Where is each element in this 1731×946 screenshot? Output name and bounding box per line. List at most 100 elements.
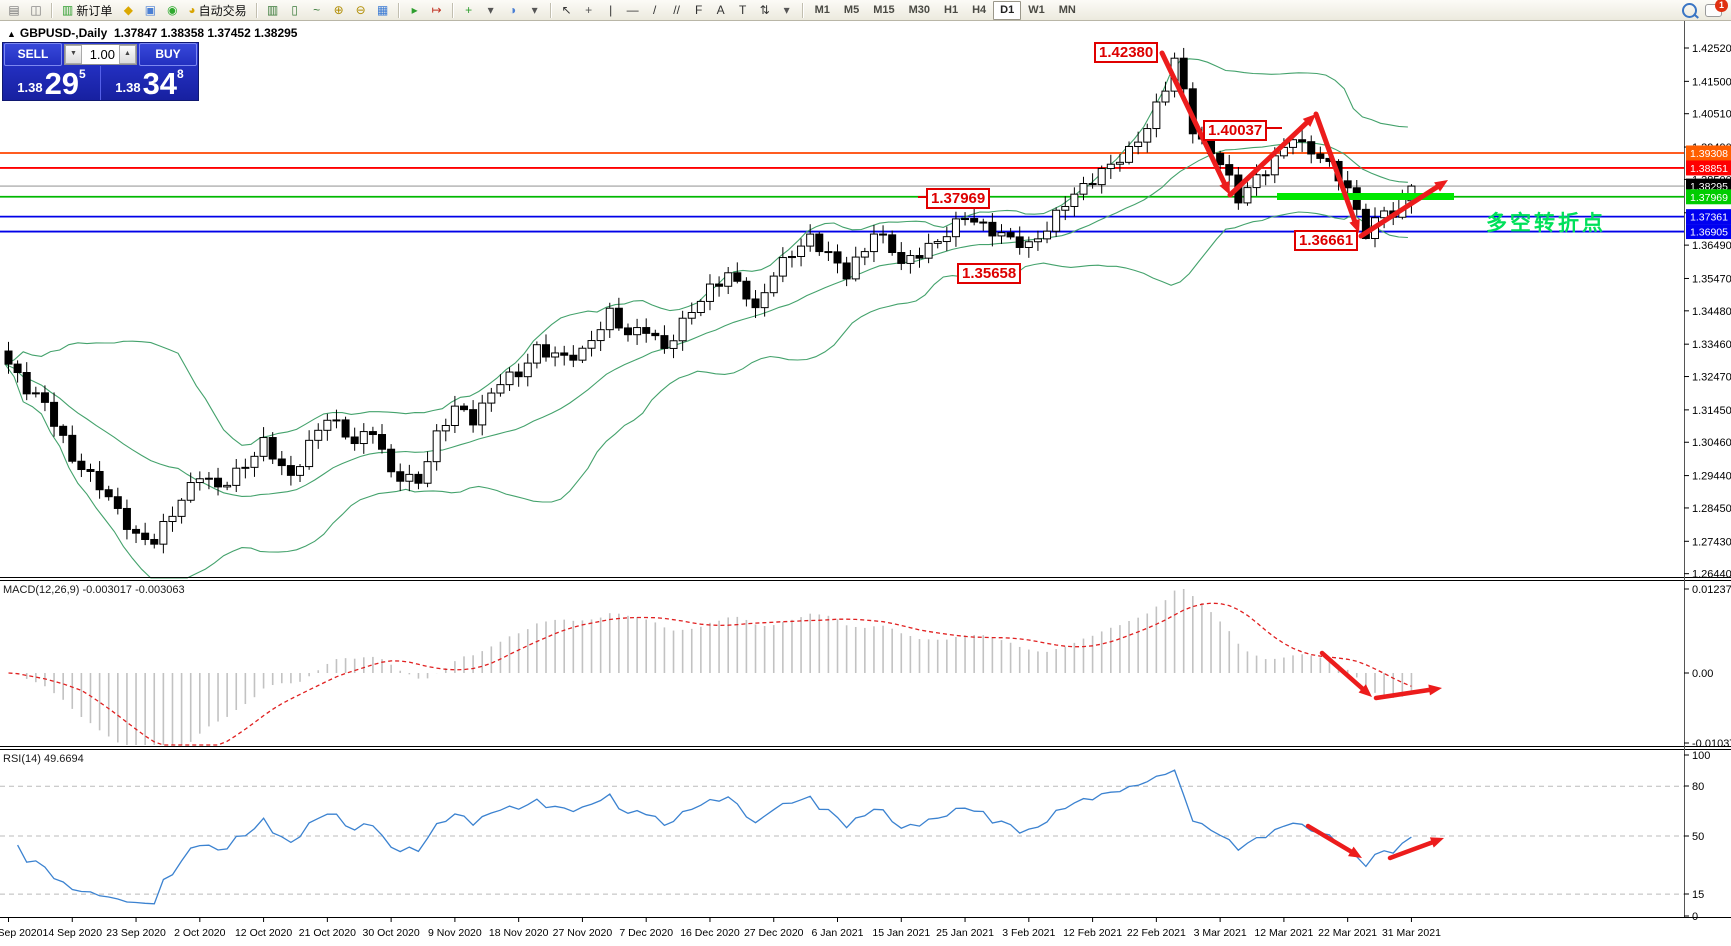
price-callout[interactable]: 1.42380	[1094, 42, 1159, 63]
svg-text:6 Jan 2021: 6 Jan 2021	[812, 927, 864, 939]
chart-shift-icon[interactable]: ↦	[426, 1, 448, 20]
vertical-line-tool[interactable]: |	[600, 1, 622, 20]
bollinger-lower	[4, 211, 1408, 579]
indicators-button[interactable]: +	[458, 1, 480, 20]
svg-text:0.00: 0.00	[1692, 668, 1713, 680]
chart-canvas[interactable]: 1.425201.415001.405101.394901.385001.374…	[0, 21, 1731, 946]
cursor-tool-glyph: ↖	[561, 3, 572, 17]
zoom-in-icon[interactable]: ⊕	[328, 1, 350, 20]
auto-trading-button[interactable]: ◕ 自动交易	[183, 1, 251, 20]
timeframe-mn[interactable]: MN	[1058, 3, 1076, 16]
search-icon[interactable]	[1682, 2, 1697, 18]
svg-text:1.28450: 1.28450	[1692, 503, 1731, 515]
fibonacci-tool[interactable]: F	[688, 1, 710, 20]
svg-text:15: 15	[1692, 889, 1704, 901]
new-chart-icon[interactable]: ▤	[3, 1, 25, 20]
timeframe-m30[interactable]: M30	[908, 3, 930, 16]
tile-windows-icon[interactable]: ▦	[372, 1, 394, 20]
candlestick-chart-icon[interactable]: ▯	[284, 1, 306, 20]
sell-price[interactable]: 1.38 29 5	[3, 66, 101, 100]
cursor-tool[interactable]: ↖	[556, 1, 578, 20]
svg-text:3 Feb 2021: 3 Feb 2021	[1002, 927, 1055, 939]
candlestick-chart-icon-glyph: ▯	[291, 3, 298, 17]
buy-price[interactable]: 1.38 34 8	[101, 66, 198, 100]
svg-text:25 Jan 2021: 25 Jan 2021	[936, 927, 994, 939]
price-callout[interactable]: 1.36661	[1294, 230, 1359, 251]
collapse-triangle-icon[interactable]: ▲	[7, 29, 16, 39]
periods-button[interactable]: ◑	[502, 1, 524, 20]
timeframe-m15[interactable]: M15	[873, 3, 895, 16]
svg-text:1.41500: 1.41500	[1692, 76, 1731, 88]
svg-text:12 Oct 2020: 12 Oct 2020	[235, 927, 292, 939]
auto-scroll-icon[interactable]: ▸	[404, 1, 426, 20]
price-callout[interactable]: 1.37969	[926, 188, 991, 209]
bollinger-middle	[4, 141, 1408, 497]
timeframe-m5[interactable]: M5	[843, 3, 860, 16]
timeframe-w1[interactable]: W1	[1028, 3, 1045, 16]
svg-text:-0.010374: -0.010374	[1692, 738, 1731, 750]
dropdown-arrow-icon[interactable]: ▾	[776, 1, 798, 20]
bar-chart-icon[interactable]: ▥	[262, 1, 284, 20]
toolbar-separator	[549, 2, 552, 18]
text-label-tool[interactable]: T	[732, 1, 754, 20]
signal-icon[interactable]: ◉	[161, 1, 183, 20]
date-axis: Sep 2020 14 Sep 2020 23 Sep 2020 2 Oct 2020…	[0, 917, 1441, 939]
line-chart-icon[interactable]: ~	[306, 1, 328, 20]
candles	[4, 47, 1416, 554]
svg-text:15 Jan 2021: 15 Jan 2021	[872, 927, 930, 939]
channel-tool[interactable]: //	[666, 1, 688, 20]
timeframe-h4[interactable]: H4	[972, 3, 987, 16]
buy-price-small: 1.38	[115, 80, 141, 95]
dropdown-arrow-icon[interactable]: ▾	[524, 1, 546, 20]
svg-text:80: 80	[1692, 781, 1704, 793]
buy-button[interactable]: BUY	[139, 43, 197, 66]
volume-stepper: ▼ 1.00 ▲	[64, 44, 137, 65]
line-chart-icon-glyph: ~	[313, 3, 321, 17]
price-callout[interactable]: 1.35658	[957, 263, 1022, 284]
svg-text:0: 0	[1692, 911, 1698, 923]
svg-text:100: 100	[1692, 750, 1710, 762]
svg-text:50: 50	[1692, 831, 1704, 843]
toolbar-separator	[451, 2, 454, 18]
timeframe-m1[interactable]: M1	[814, 3, 830, 16]
terminal-window-icon[interactable]: ▣	[139, 1, 161, 20]
arrows-tool[interactable]: ⇅	[754, 1, 776, 20]
trend-annotation-arrows[interactable]	[918, 50, 1448, 861]
new-order-button[interactable]: ▥ 新订单	[57, 1, 117, 20]
crosshair-tool[interactable]: +	[578, 1, 600, 20]
notifications-icon[interactable]: 1	[1705, 0, 1728, 17]
volume-up-button[interactable]: ▲	[119, 45, 136, 64]
volume-down-button[interactable]: ▼	[65, 45, 82, 64]
text-tool[interactable]: A	[710, 1, 732, 20]
sell-button[interactable]: SELL	[4, 43, 62, 66]
svg-text:1.42520: 1.42520	[1692, 43, 1731, 55]
trendline-tool[interactable]: /	[644, 1, 666, 20]
support-highlight-bar[interactable]	[1277, 193, 1454, 200]
svg-text:22 Feb 2021: 22 Feb 2021	[1127, 927, 1186, 939]
svg-text:14 Sep 2020: 14 Sep 2020	[42, 927, 102, 939]
volume-field[interactable]: 1.00	[89, 47, 115, 62]
dropdown-arrow-icon[interactable]: ▾	[480, 1, 502, 20]
chart-title: ▲ GBPUSD-,Daily 1.37847 1.38358 1.37452 1…	[7, 26, 297, 40]
svg-text:1.36490: 1.36490	[1692, 240, 1731, 252]
svg-text:1.27430: 1.27430	[1692, 536, 1731, 548]
horizontal-line-tool[interactable]: —	[622, 1, 644, 20]
gold-bar-icon-glyph: ◆	[123, 3, 133, 17]
timeframe-h1[interactable]: H1	[944, 3, 959, 16]
zoom-out-icon[interactable]: ⊖	[350, 1, 372, 20]
svg-text:1.29440: 1.29440	[1692, 471, 1731, 483]
price-callout[interactable]: 1.40037	[1203, 120, 1268, 141]
timeframe-d1[interactable]: D1	[993, 0, 1022, 20]
gold-bar-icon[interactable]: ◆	[117, 1, 139, 20]
bar-chart-icon-glyph: ▥	[266, 3, 279, 17]
dropdown-arrow-icon-glyph: ▾	[783, 3, 790, 17]
symbol-period-label: GBPUSD-,Daily	[19, 26, 108, 40]
profiles-icon[interactable]: ◫	[25, 1, 47, 20]
periods-glyph: ◑	[509, 3, 517, 17]
text-label-tool-glyph: T	[738, 3, 747, 17]
svg-text:22 Mar 2021: 22 Mar 2021	[1318, 927, 1377, 939]
svg-text:1.33460: 1.33460	[1692, 339, 1731, 351]
turning-point-note[interactable]: 多空转折点	[1486, 212, 1606, 235]
svg-text:1.37969: 1.37969	[1690, 192, 1728, 204]
